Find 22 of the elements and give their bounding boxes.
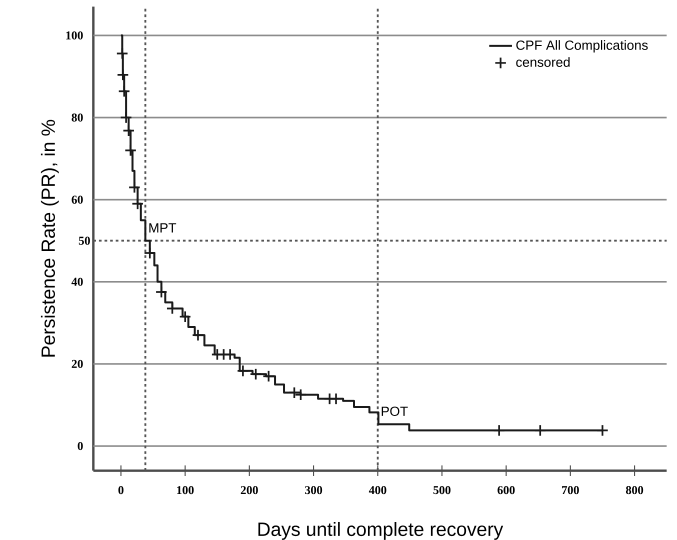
x-axis-title: Days until complete recovery [258,522,504,540]
y-tick-label: 100 [66,31,83,40]
y-tick-label: 60 [72,196,83,204]
x-tick-label: 800 [626,486,644,494]
ref-line-label: 50 [78,236,90,245]
annotation: POT [382,406,408,416]
y-tick-label: 0 [78,442,83,450]
legend-label: censored [516,57,570,67]
x-tick-label: 100 [177,486,194,494]
y-tick-label: 40 [71,278,83,286]
y-tick-label: 80 [72,113,83,122]
x-tick-label: 400 [368,486,386,494]
annotation: MPT [149,223,176,232]
x-tick-label: 200 [240,486,258,494]
y-axis-title: Persistence Rate (PR), in % [40,120,59,357]
x-tick-label: 700 [562,486,579,494]
legend-label: CPF All Complications [516,40,648,53]
x-tick-label: 300 [305,486,322,494]
x-tick-label: 0 [118,486,124,494]
x-tick-label: 500 [433,486,451,494]
x-tick-label: 600 [498,486,515,494]
y-tick-label: 20 [72,360,83,368]
